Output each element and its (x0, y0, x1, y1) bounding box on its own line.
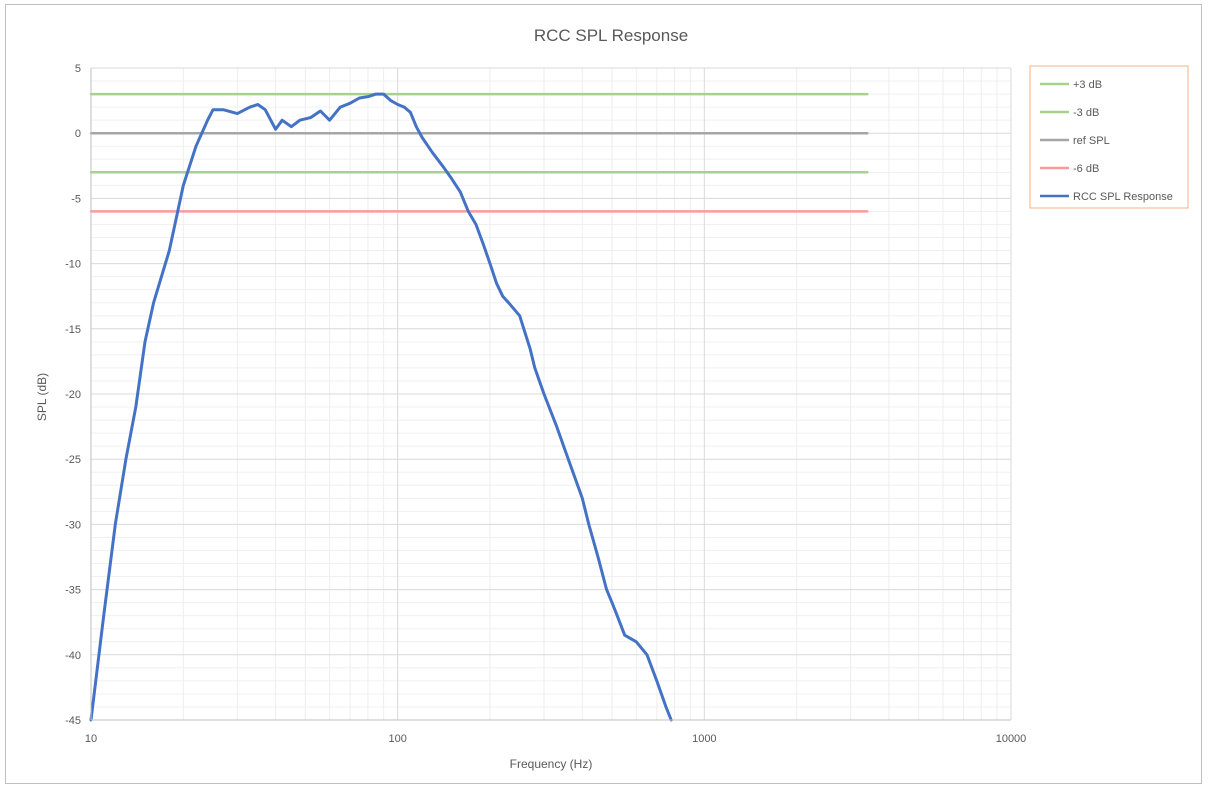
legend-box (1029, 65, 1189, 209)
y-tick-label: -10 (65, 259, 81, 271)
y-tick-label: -45 (65, 715, 81, 727)
data-series (89, 92, 673, 722)
y-tick-label: -25 (65, 454, 81, 466)
x-tick-label: 10000 (996, 733, 1027, 745)
x-axis-title: Frequency (Hz) (510, 757, 593, 771)
legend-label-6-db: -6 dB (1073, 163, 1099, 175)
reference-lines (89, 92, 869, 213)
y-tick-label: -15 (65, 324, 81, 336)
legend-label-ref-spl: ref SPL (1073, 135, 1110, 147)
legend-label-3-db: -3 dB (1073, 107, 1099, 119)
axes: 5 0 -5 -10 -15 -20 -25 -30 -35 -40 -45 10 100 1000 100… (65, 63, 1026, 745)
y-tick-label: -5 (71, 193, 81, 205)
y-tick-label: -20 (65, 389, 81, 401)
grid (90, 67, 1012, 721)
chart-title: RCC SPL Response (534, 26, 688, 45)
x-tick-label: 10 (85, 733, 97, 745)
legend: +3 dB -3 dB ref SPL -6 dB RCC SPL Response (1029, 65, 1189, 209)
series-line-rcc-spl-response (89, 92, 673, 722)
y-tick-label: -35 (65, 585, 81, 597)
legend-label-rcc-spl-response: RCC SPL Response (1073, 191, 1173, 203)
chart-frame: 5 0 -5 -10 -15 -20 -25 -30 -35 -40 -45 10 100 1000 100… (5, 4, 1202, 784)
y-tick-label: 5 (75, 63, 81, 75)
spl-response-chart: 5 0 -5 -10 -15 -20 -25 -30 -35 -40 -45 10 100 1000 100… (35, 26, 1189, 771)
legend-label-3-db: +3 dB (1073, 79, 1102, 91)
x-tick-label: 1000 (692, 733, 716, 745)
y-tick-label: -30 (65, 519, 81, 531)
x-tick-label: 100 (388, 733, 406, 745)
y-tick-label: 0 (75, 128, 81, 140)
y-axis-title: SPL (dB) (35, 373, 49, 421)
y-tick-label: -40 (65, 650, 81, 662)
